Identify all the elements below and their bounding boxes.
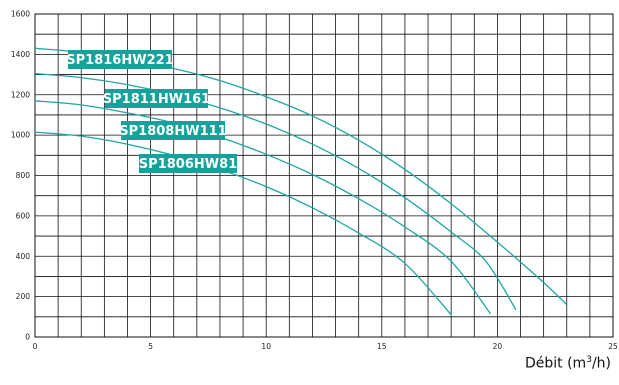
- x-axis-label-text: Débit (m: [524, 355, 587, 372]
- y-tick-label: 1600: [11, 10, 30, 19]
- y-tick-label: 200: [16, 292, 31, 301]
- series-label-box: [121, 121, 225, 140]
- x-tick-label: 25: [608, 342, 618, 351]
- y-tick-label: 0: [25, 333, 30, 342]
- x-tick-label: 5: [148, 342, 153, 351]
- y-tick-label: 1000: [11, 131, 30, 140]
- y-tick-label: 1200: [11, 90, 30, 99]
- series-label: SP1808HW111: [119, 124, 226, 139]
- series-label: SP1811HW161: [103, 92, 210, 107]
- x-tick-label: 10: [261, 342, 271, 351]
- series-label: SP1816HW221: [66, 53, 173, 68]
- series-line: [34, 47, 568, 306]
- series-label-box: [105, 89, 208, 108]
- x-tick-label: 0: [33, 342, 38, 351]
- x-tick-label: 15: [377, 342, 387, 351]
- series-labels: SP1816HW221 SP1811HW161 SP1808HW111 SP1806H…: [66, 50, 237, 173]
- y-tick-label: 400: [16, 252, 31, 261]
- x-axis-label: Débit (m3/h): [525, 355, 611, 372]
- series-label: SP1806HW81: [139, 157, 237, 172]
- series-lines: [34, 47, 568, 316]
- plot-frame: [34, 13, 614, 338]
- series-label-box: [139, 154, 237, 173]
- series-label-box: [68, 50, 172, 69]
- x-tick-label: 20: [493, 342, 503, 351]
- y-tick-label: 1400: [11, 50, 30, 59]
- axes: [34, 13, 614, 338]
- tick-labels: 0 200 400 600 800 1000 1200 1400 1600 0 5 10 15 20 25: [11, 10, 618, 352]
- series-line: [34, 72, 517, 311]
- series-line: [34, 131, 452, 316]
- y-tick-label: 600: [16, 211, 31, 220]
- x-axis-label-sup: 3: [586, 355, 592, 365]
- y-tick-label: 800: [16, 171, 31, 180]
- x-axis-label-tail: /h): [591, 355, 611, 372]
- series-line: [34, 100, 491, 315]
